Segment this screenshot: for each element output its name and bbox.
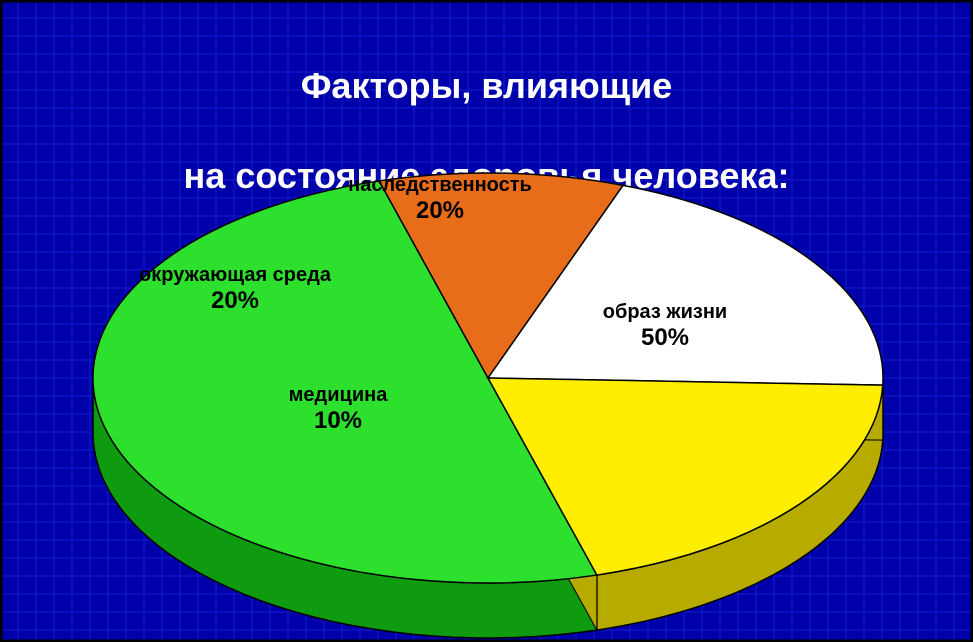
slice-label-text: образ жизни xyxy=(545,301,785,324)
slice-label: образ жизни50% xyxy=(545,301,785,352)
slice-label-text: наследственность xyxy=(320,174,560,197)
slice-label-percent: 50% xyxy=(545,324,785,352)
slice-label-percent: 10% xyxy=(218,407,458,435)
slide-root: Факторы, влияющие на состояние здоровья … xyxy=(0,0,973,642)
pie-chart xyxy=(0,0,973,642)
slice-label-percent: 20% xyxy=(320,197,560,225)
slice-label: медицина10% xyxy=(218,384,458,435)
slice-label-text: окружающая среда xyxy=(115,264,355,287)
slice-label: окружающая среда20% xyxy=(115,264,355,315)
slice-label-percent: 20% xyxy=(115,287,355,315)
slice-label-text: медицина xyxy=(218,384,458,407)
slice-label: наследственность20% xyxy=(320,174,560,225)
